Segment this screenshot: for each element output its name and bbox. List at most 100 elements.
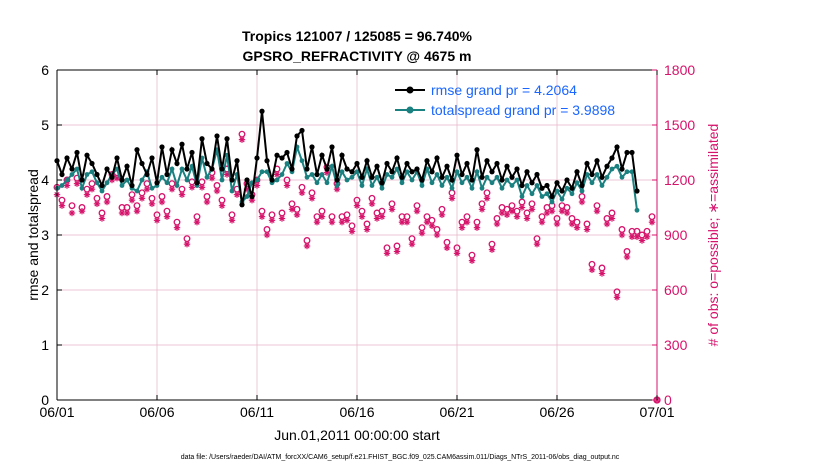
y-left-tick-label: 0 — [41, 392, 49, 408]
rmse-point — [269, 177, 275, 183]
totalspread-point — [359, 183, 365, 188]
rmse-point — [464, 160, 470, 167]
rmse-point — [169, 147, 175, 153]
obs-assimilated-point — [133, 207, 141, 215]
rmse-point — [564, 177, 570, 183]
obs-assimilated-point — [483, 195, 491, 202]
obs-assimilated-point — [413, 207, 421, 215]
totalspread-point — [554, 188, 560, 194]
obs-assimilated-point — [513, 213, 521, 220]
obs-assimilated-point — [103, 198, 111, 206]
obs-assimilated-point — [313, 218, 321, 226]
rmse-point — [79, 177, 85, 183]
rmse-point — [424, 158, 430, 164]
rmse-point — [584, 160, 590, 167]
rmse-series — [54, 108, 640, 208]
obs-assimilated-point — [588, 266, 596, 274]
obs-assimilated-point — [348, 228, 356, 235]
obs-assimilated-point — [573, 224, 581, 231]
rmse-point — [144, 171, 150, 178]
totalspread-point — [309, 172, 315, 177]
obs-assimilated-point — [418, 229, 426, 237]
rmse-point — [199, 136, 205, 142]
rmse-point — [544, 182, 550, 189]
obs-assimilated-point — [608, 215, 616, 222]
x-tick-label: 06/06 — [139, 404, 174, 420]
y-left-axis-ticks: 0 1 2 3 4 5 6 — [41, 62, 62, 408]
totalspread-point — [349, 174, 355, 180]
rmse-point — [129, 182, 135, 189]
totalspread-point — [159, 174, 165, 180]
totalspread-point — [119, 183, 125, 188]
y-right-tick-label: 1500 — [664, 117, 695, 133]
totalspread-point — [314, 180, 320, 186]
rmse-point — [149, 155, 155, 161]
obs-assimilated-point — [523, 215, 531, 222]
legend-spread-label: totalspread grand pr = 3.9898 — [431, 102, 615, 118]
rmse-point — [314, 171, 320, 178]
rmse-point — [219, 166, 225, 172]
obs-assimilated-point — [88, 185, 96, 193]
obs-assimilated-point — [163, 213, 171, 220]
totalspread-point — [94, 180, 100, 186]
totalspread-point — [519, 194, 525, 199]
totalspread-point — [434, 172, 440, 177]
obs-possible-point — [68, 202, 76, 210]
totalspread-point — [514, 177, 520, 183]
rmse-point — [619, 166, 625, 172]
totalspread-point — [74, 166, 80, 172]
totalspread-point — [134, 188, 140, 194]
totalspread-point — [149, 185, 155, 191]
x-tick-label: 06/01 — [39, 404, 74, 420]
totalspread-point — [169, 166, 175, 172]
obs-assimilated-point — [223, 171, 231, 178]
totalspread-point — [629, 169, 635, 175]
obs-assimilated-point — [148, 200, 156, 208]
rmse-point — [529, 180, 535, 186]
rmse-point — [419, 177, 425, 183]
obs-assimilated-point — [228, 217, 236, 224]
obs-assimilated-point — [188, 184, 196, 191]
obs-assimilated-point — [493, 220, 501, 228]
totalspread-point — [379, 185, 385, 191]
rmse-point — [364, 158, 370, 164]
obs-assimilated-point — [363, 226, 371, 233]
totalspread-point — [444, 174, 450, 180]
rmse-point — [179, 141, 185, 147]
obs-assimilated-point — [593, 207, 601, 215]
rmse-point — [289, 166, 295, 172]
obs-assimilated-point — [273, 171, 281, 178]
legend-rmse-marker — [406, 86, 414, 94]
rmse-point — [549, 193, 555, 200]
totalspread-point — [374, 174, 380, 180]
obs-assimilated-point — [298, 189, 306, 197]
rmse-point — [209, 166, 215, 172]
rmse-point — [349, 169, 355, 175]
obs-assimilated-point — [123, 209, 131, 217]
totalspread-point — [89, 169, 95, 175]
totalspread-point — [509, 183, 515, 188]
rmse-point — [454, 152, 460, 158]
totalspread-point — [544, 191, 550, 197]
obs-assimilated-point — [433, 231, 441, 239]
obs-assimilated-point — [233, 191, 241, 198]
obs-assimilated-point — [463, 218, 471, 226]
x-tick-label: 06/16 — [339, 404, 374, 420]
rmse-point — [234, 158, 240, 164]
rmse-point — [589, 171, 595, 178]
rmse-point — [259, 108, 265, 114]
rmse-point — [244, 177, 250, 183]
obs-assimilated-point — [193, 218, 201, 226]
rmse-point — [119, 177, 125, 183]
rmse-point — [99, 182, 105, 189]
obs-assimilated-point — [553, 220, 561, 228]
rmse-point — [559, 188, 565, 194]
totalspread-point — [594, 172, 600, 177]
totalspread-point — [339, 169, 345, 175]
rmse-point — [329, 144, 335, 150]
rmse-point — [249, 193, 255, 200]
rmse-point — [524, 169, 530, 175]
rmse-point — [304, 166, 310, 172]
obs-assimilated-point — [568, 220, 576, 228]
totalspread-point — [459, 180, 465, 186]
